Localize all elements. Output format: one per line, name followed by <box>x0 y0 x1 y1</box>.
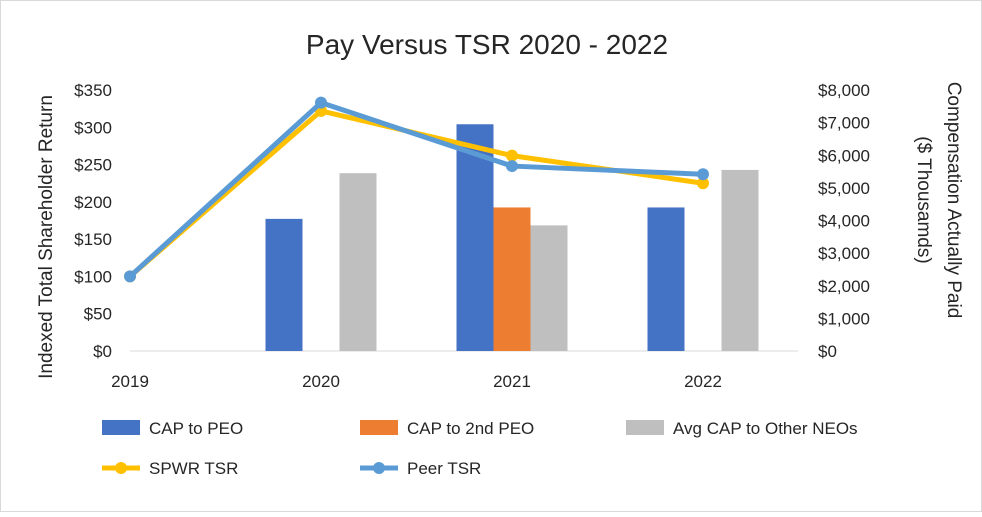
left-axis-tick-label: $250 <box>74 156 112 175</box>
line-series <box>127 100 706 279</box>
right-axis-tick-label: $1,000 <box>818 309 870 328</box>
legend-swatch-marker <box>373 462 385 474</box>
right-axis-tick-label: $0 <box>818 342 837 361</box>
right-axis-tick-label: $5,000 <box>818 179 870 198</box>
left-axis-tick-label: $350 <box>74 81 112 100</box>
bar <box>456 124 494 351</box>
right-axis-tick-label: $8,000 <box>818 81 870 100</box>
bar <box>647 207 685 351</box>
left-axis-tick-label: $100 <box>74 267 112 286</box>
x-axis-tick-label: 2021 <box>493 372 531 391</box>
right-axis-tick-label: $4,000 <box>818 212 870 231</box>
legend-label: Peer TSR <box>407 459 481 478</box>
x-axis-tick-label: 2022 <box>684 372 722 391</box>
legend-label: SPWR TSR <box>149 459 238 478</box>
line-point <box>697 168 709 181</box>
line-point <box>697 177 709 190</box>
bar <box>265 218 303 351</box>
chart-title: Pay Versus TSR 2020 - 2022 <box>306 29 668 60</box>
legend-label: Avg CAP to Other NEOs <box>673 419 858 438</box>
legend-swatch <box>360 420 398 435</box>
left-axis-tick-label: $0 <box>93 342 112 361</box>
left-axis-tick-label: $200 <box>74 193 112 212</box>
legend-swatch-marker <box>115 462 127 474</box>
bar <box>530 225 568 351</box>
line-point <box>124 270 136 283</box>
right-axis-tick-label: $2,000 <box>818 277 870 296</box>
x-axis-tick-label: 2020 <box>302 372 340 391</box>
bar <box>721 169 759 351</box>
left-axis-tick-label: $300 <box>74 118 112 137</box>
line-point <box>506 149 518 162</box>
right-axis-tick-label: $3,000 <box>818 244 870 263</box>
left-axis-tick-label: $50 <box>84 305 112 324</box>
legend-swatch <box>102 420 140 435</box>
legend-label: CAP to 2nd PEO <box>407 419 534 438</box>
line-point <box>506 160 518 173</box>
line-point <box>315 96 327 109</box>
legend-label: CAP to PEO <box>149 419 243 438</box>
right-axis-title-line: Compensation Actually Paid <box>943 82 964 319</box>
right-axis-tick-label: $7,000 <box>818 114 870 133</box>
right-axis-tick-label: $6,000 <box>818 146 870 165</box>
bar <box>339 173 377 351</box>
bar <box>493 207 531 351</box>
right-axis-title-line: ($ Thousamds) <box>913 136 934 263</box>
legend-swatch <box>626 420 664 435</box>
x-axis-tick-label: 2019 <box>111 372 149 391</box>
left-axis-title: Indexed Total Shareholder Return <box>36 95 57 379</box>
left-axis-tick-label: $150 <box>74 230 112 249</box>
